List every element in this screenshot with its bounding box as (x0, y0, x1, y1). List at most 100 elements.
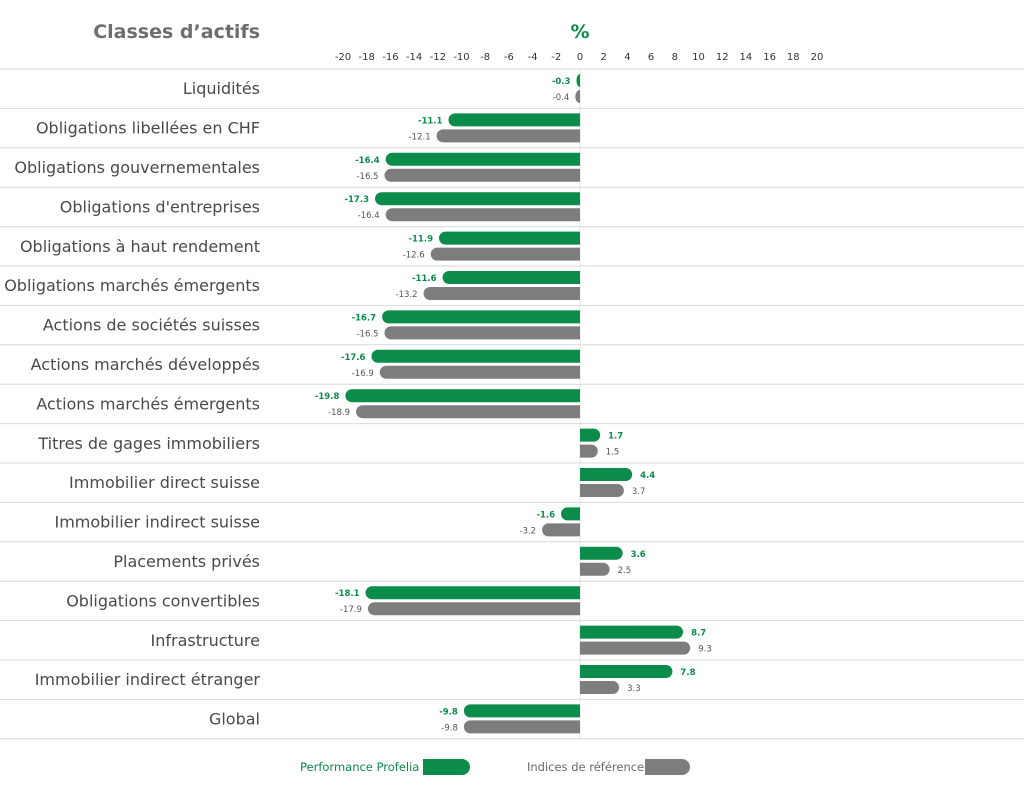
category-label: Obligations gouvernementales (14, 158, 260, 177)
x-tick-label: -8 (480, 52, 490, 63)
value-label-benchmark: 1.5 (606, 448, 620, 458)
value-label-profelia: -1.6 (536, 510, 555, 520)
category-label: Immobilier indirect étranger (35, 670, 261, 689)
x-tick-label: -12 (430, 52, 446, 63)
value-label-profelia: -9.8 (439, 707, 458, 717)
bar-profelia (345, 389, 580, 403)
value-label-profelia: -0.3 (552, 77, 571, 87)
value-label-benchmark: -16.5 (356, 172, 378, 182)
legend-swatch-profelia (423, 759, 470, 775)
bar-benchmark (575, 90, 580, 103)
x-tick-label: 18 (787, 52, 800, 63)
bar-benchmark (367, 602, 580, 616)
x-tick-label: -10 (453, 52, 469, 63)
bar-profelia (382, 310, 580, 324)
value-label-profelia: 3.6 (631, 550, 646, 560)
value-label-benchmark: 9.3 (698, 645, 712, 655)
bar-profelia (385, 152, 580, 166)
plot-rows: Liquidités -0.3 -0.4 Obligations libellées … (0, 68, 1024, 740)
bar-profelia (448, 113, 580, 127)
x-tick-label: 8 (672, 52, 678, 63)
value-label-benchmark: 3.7 (632, 487, 646, 497)
bar-profelia (438, 231, 580, 245)
value-label-benchmark: -18.9 (328, 408, 350, 418)
value-label-benchmark: -16.5 (356, 329, 378, 339)
bar-benchmark (580, 681, 620, 694)
category-label: Titres de gages immobiliers (37, 434, 260, 453)
chart-title: Classes d’actifs (93, 21, 260, 43)
legend-swatch-benchmark (645, 759, 690, 775)
bar-profelia (580, 428, 601, 442)
x-tick-label: -6 (504, 52, 514, 63)
value-label-profelia: -18.1 (335, 589, 360, 599)
x-tick-label: 4 (624, 52, 630, 63)
value-label-benchmark: -3.2 (519, 526, 536, 536)
bar-profelia (561, 507, 580, 521)
value-label-profelia: 4.4 (640, 471, 655, 481)
value-label-benchmark: -16.4 (358, 211, 380, 221)
category-label: Obligations à haut rendement (20, 237, 260, 256)
bar-benchmark (356, 405, 580, 419)
value-label-benchmark: -16.9 (352, 369, 374, 379)
category-label: Actions marchés émergents (36, 394, 260, 413)
value-label-profelia: 7.8 (680, 668, 695, 678)
x-tick-label: 14 (740, 52, 753, 63)
bar-benchmark (580, 484, 624, 497)
bar-profelia (463, 704, 580, 718)
x-tick-label: 12 (716, 52, 729, 63)
x-tick-label: -18 (359, 52, 375, 63)
value-label-profelia: -11.6 (412, 274, 437, 284)
category-label: Obligations d'entreprises (60, 197, 260, 216)
bar-profelia (580, 625, 684, 639)
category-label: Obligations marchés émergents (4, 276, 260, 295)
bar-profelia (580, 665, 673, 678)
x-tick-label: 0 (577, 52, 583, 63)
value-label-benchmark: 2.5 (618, 566, 632, 576)
bar-benchmark (580, 562, 610, 576)
value-label-benchmark: -12.1 (409, 132, 431, 142)
value-label-profelia: 1.7 (608, 432, 623, 442)
value-label-profelia: -11.1 (418, 116, 443, 126)
bar-profelia (576, 74, 580, 87)
bar-benchmark (580, 641, 691, 655)
unit-label: % (570, 21, 589, 43)
value-label-benchmark: -9.8 (441, 723, 458, 733)
legend-label-benchmark: Indices de référence (527, 760, 644, 774)
category-label: Infrastructure (151, 631, 260, 650)
value-label-profelia: -16.7 (352, 313, 377, 323)
value-label-profelia: -17.6 (341, 353, 366, 363)
bar-profelia (442, 271, 580, 284)
value-label-profelia: -16.4 (355, 156, 380, 166)
x-tick-label: -4 (528, 52, 538, 63)
category-label: Obligations convertibles (66, 591, 260, 610)
bar-benchmark (580, 444, 598, 458)
legend: Performance Profelia Indices de référence (300, 759, 690, 775)
category-label: Immobilier direct suisse (69, 473, 260, 492)
x-axis-ticks: -20 -18 -16 -14 -12 -10 -8 -6 -4 -2 0 2 4 6 8 10 12 14 16 1… (335, 52, 824, 63)
bar-benchmark (423, 287, 580, 300)
value-label-benchmark: -12.6 (403, 251, 425, 261)
category-label: Actions marchés développés (31, 355, 260, 374)
bar-benchmark (542, 523, 580, 537)
x-tick-label: -2 (551, 52, 561, 63)
bar-profelia (365, 586, 580, 600)
category-label: Obligations libellées en CHF (36, 119, 260, 138)
value-label-benchmark: -0.4 (553, 93, 570, 103)
value-label-benchmark: -17.9 (340, 605, 362, 615)
value-label-profelia: -17.3 (344, 195, 369, 205)
bar-benchmark (463, 720, 580, 734)
bar-profelia (580, 546, 623, 560)
value-label-benchmark: -13.2 (396, 290, 418, 300)
value-label-profelia: 8.7 (691, 629, 706, 639)
x-tick-label: 2 (601, 52, 607, 63)
bar-profelia (371, 349, 580, 363)
x-tick-label: 16 (763, 52, 776, 63)
bar-benchmark (379, 365, 580, 379)
bar-benchmark (384, 168, 580, 182)
bar-benchmark (385, 208, 580, 222)
bar-benchmark (436, 129, 580, 143)
x-tick-label: -20 (335, 52, 351, 63)
bar-benchmark (430, 247, 580, 261)
value-label-benchmark: 3.3 (627, 684, 641, 694)
